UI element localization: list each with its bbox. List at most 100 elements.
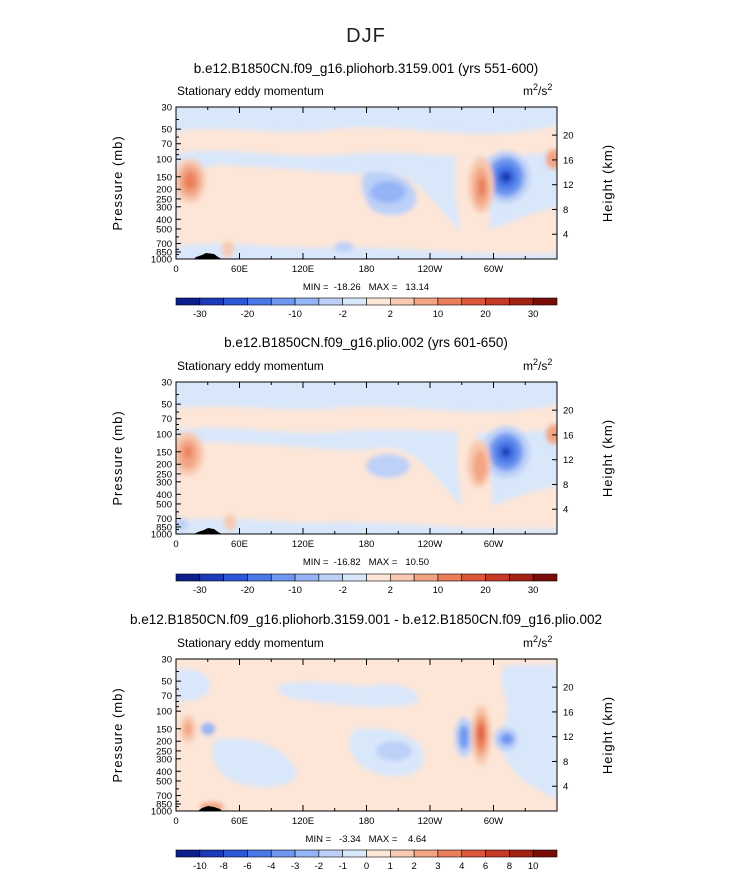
pressure-tick-label: 100 bbox=[156, 430, 172, 441]
colorbar-swatch bbox=[318, 297, 343, 306]
colorbar-swatch bbox=[342, 297, 367, 306]
height-tick-label: 4 bbox=[563, 782, 568, 793]
pressure-tick-label: 500 bbox=[156, 776, 172, 787]
colorbar-label: 2 bbox=[388, 585, 393, 596]
pressure-tick-label: 70 bbox=[161, 691, 172, 702]
panel-2-positive-lobe-70w-mid bbox=[473, 450, 487, 482]
colorbar-swatch bbox=[270, 849, 296, 858]
panel-3-negative-patch-right bbox=[501, 665, 557, 799]
colorbar-swatch bbox=[413, 573, 439, 582]
pressure-tick-label: 70 bbox=[161, 414, 172, 425]
pressure-tick-label: 250 bbox=[156, 746, 172, 757]
panel-3-subtitle: Stationary eddy momentum bbox=[177, 636, 324, 650]
colorbar-swatch bbox=[437, 297, 463, 306]
longitude-tick-label: 60E bbox=[231, 539, 248, 550]
colorbar-swatch bbox=[199, 849, 224, 858]
colorbar-swatch bbox=[532, 573, 558, 582]
panel-3-negative-patch-lower-left bbox=[212, 738, 297, 788]
height-tick-label: 20 bbox=[563, 683, 574, 694]
colorbar-swatch bbox=[509, 573, 534, 582]
longitude-tick-label: 120W bbox=[418, 539, 443, 550]
pressure-tick-label: 700 bbox=[156, 791, 172, 802]
figure-title: DJF bbox=[346, 25, 386, 47]
pressure-tick-label: 500 bbox=[156, 499, 172, 510]
longitude-tick-label: 120E bbox=[292, 539, 314, 550]
pressure-tick-label: 200 bbox=[156, 185, 172, 196]
panel-1-axes: 3050701001502002503004005007008501000481… bbox=[151, 103, 574, 276]
colorbar-swatch bbox=[270, 297, 296, 306]
colorbar-label: -10 bbox=[193, 861, 207, 872]
colorbar-label: 30 bbox=[528, 585, 539, 596]
panel-1-positive-right-edge bbox=[546, 149, 557, 169]
panel-1-colorbar: -30 -20 -10 -2 2 10 20 30 bbox=[175, 297, 558, 320]
panel-3-negative-lobe-120w-core bbox=[459, 725, 469, 749]
colorbar-label: -10 bbox=[288, 309, 302, 320]
colorbar-label: 2 bbox=[411, 861, 416, 872]
panel-3-negative-lobe-180-core bbox=[376, 741, 412, 761]
colorbar-swatch bbox=[175, 297, 201, 306]
colorbar-label: -3 bbox=[291, 861, 299, 872]
colorbar-swatch bbox=[413, 849, 439, 858]
panel-2: b.e12.B1850CN.f09_g16.plio.002 (yrs 601-… bbox=[110, 335, 615, 596]
panel-2-title: b.e12.B1850CN.f09_g16.plio.002 (yrs 601-… bbox=[224, 335, 508, 350]
panel-3-topography bbox=[198, 806, 222, 811]
colorbar-label: -1 bbox=[338, 861, 346, 872]
panel-1-ylabel: Pressure (mb) bbox=[110, 135, 125, 230]
colorbar-label: -2 bbox=[338, 585, 346, 596]
panel-3-negative-patch-upper-mid bbox=[277, 682, 419, 707]
colorbar-swatch bbox=[437, 573, 463, 582]
colorbar-label: 20 bbox=[480, 309, 491, 320]
colorbar-label: -8 bbox=[219, 861, 227, 872]
panel-3-plot-area bbox=[176, 659, 557, 811]
panel-2-positive-lobe-0e-core bbox=[184, 446, 192, 458]
height-tick-label: 16 bbox=[563, 155, 574, 166]
panel-1-plot-area bbox=[176, 107, 557, 259]
longitude-tick-label: 60E bbox=[231, 264, 248, 275]
colorbar-label: 1 bbox=[388, 861, 393, 872]
panel-1: b.e12.B1850CN.f09_g16.pliohorb.3159.001 … bbox=[110, 61, 615, 320]
panel-1-ylabel-right: Height (km) bbox=[600, 144, 615, 222]
colorbar-swatch bbox=[390, 573, 415, 582]
colorbar-swatch bbox=[437, 849, 463, 858]
pressure-tick-label: 700 bbox=[156, 514, 172, 525]
colorbar-swatch bbox=[509, 849, 534, 858]
colorbar-swatch bbox=[318, 573, 343, 582]
colorbar-label: 10 bbox=[433, 309, 444, 320]
panel-1-positive-lobe-0e-core bbox=[184, 172, 196, 190]
colorbar-label: -2 bbox=[338, 309, 346, 320]
colorbar-swatch bbox=[342, 849, 367, 858]
colorbar-swatch bbox=[223, 573, 248, 582]
pressure-tick-label: 100 bbox=[156, 707, 172, 718]
panel-3-ylabel: Pressure (mb) bbox=[110, 687, 125, 782]
panel-3-negative-lobe-60w-core bbox=[500, 733, 514, 745]
panel-1-minmax: MIN = -18.26 MAX = 13.14 bbox=[303, 282, 429, 293]
longitude-tick-label: 60W bbox=[484, 816, 504, 827]
colorbar-label: 10 bbox=[433, 585, 444, 596]
colorbar-swatch bbox=[294, 573, 320, 582]
pressure-tick-label: 250 bbox=[156, 194, 172, 205]
pressure-tick-label: 30 bbox=[161, 378, 172, 389]
longitude-tick-label: 60E bbox=[231, 816, 248, 827]
panel-2-colorbar: -30 -20 -10 -2 2 10 20 30 bbox=[175, 573, 558, 596]
colorbar-swatch bbox=[318, 849, 343, 858]
colorbar-swatch bbox=[199, 297, 224, 306]
pressure-tick-label: 1000 bbox=[151, 255, 172, 266]
height-tick-label: 20 bbox=[563, 131, 574, 142]
panel-3-axes: 3050701001502002503004005007008501000481… bbox=[151, 655, 574, 828]
pressure-tick-label: 150 bbox=[156, 447, 172, 458]
panel-3-negative-patch-upper-left bbox=[176, 668, 210, 703]
panel-2-negative-lobe-180 bbox=[366, 454, 410, 478]
panel-1-title: b.e12.B1850CN.f09_g16.pliohorb.3159.001 … bbox=[194, 61, 539, 76]
panel-3-ylabel-right: Height (km) bbox=[600, 696, 615, 774]
height-tick-label: 8 bbox=[563, 205, 568, 216]
pressure-tick-label: 400 bbox=[156, 767, 172, 778]
colorbar-label: -2 bbox=[315, 861, 323, 872]
colorbar-swatch bbox=[294, 297, 320, 306]
colorbar-swatch bbox=[366, 297, 391, 306]
height-tick-label: 12 bbox=[563, 180, 574, 191]
pressure-tick-label: 200 bbox=[156, 737, 172, 748]
colorbar-swatch bbox=[509, 297, 534, 306]
pressure-tick-label: 50 bbox=[161, 677, 172, 688]
longitude-tick-label: 120E bbox=[292, 264, 314, 275]
